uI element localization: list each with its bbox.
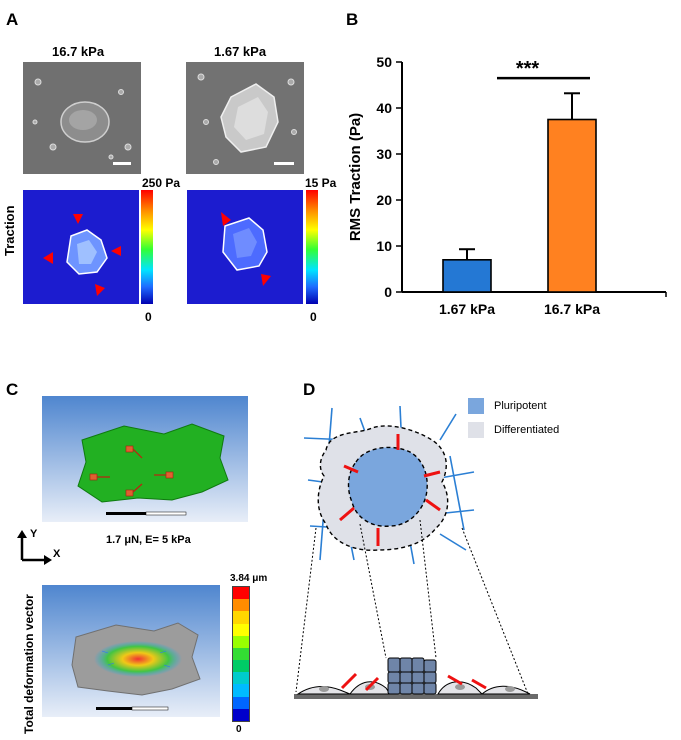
soft-phase-micrograph [186,62,304,174]
panel-d-label: D [303,380,316,399]
bar-stiff [547,118,597,293]
simulation-scale-ruler [106,511,187,516]
legend-label-pluripotent: Pluripotent [494,400,547,412]
arrowhead-marker [261,274,271,286]
arrowhead-marker [221,212,231,226]
arrowhead-marker [95,284,105,296]
y-tick-label: 10 [376,238,392,254]
xy-axis-triad [17,530,52,565]
soft-scale-bar [274,162,294,165]
axis-y-label: Y [30,528,38,540]
substrate-force-arrows [340,672,487,692]
rms-traction-bar-chart: 0 10 20 30 40 50 RMS Traction (Pa) 1.67 kPa 16.7… [347,54,667,317]
colorscale-step [233,611,249,624]
force-arrows [339,434,441,546]
x-category-label: 16.7 kPa [544,301,600,317]
x-category-label: 1.67 kPa [439,301,495,317]
arrowhead-marker [111,246,121,256]
projection-lines [295,519,529,695]
deformation-side-label: Total deformation vector [22,594,36,734]
legend-label-differentiated: Differentiated [494,424,560,436]
traction-row-label: Traction [2,205,17,256]
stiff-traction-map [23,190,139,304]
deformation-scale-ruler [96,706,169,711]
soft-colorbar-min: 0 [310,310,317,324]
colorscale-step [233,599,249,612]
y-axis-label: RMS Traction (Pa) [347,113,364,241]
soft-traction-colorbar [306,190,318,304]
deformation-legend-max: 3.84 μm [230,573,268,584]
stiff-substrate-title: 16.7 kPa [52,44,105,59]
y-tick-label: 0 [384,284,392,300]
y-tick-label: 50 [376,54,392,70]
stiff-scale-bar [113,162,131,165]
colorscale-step [233,623,249,636]
colorscale-step [233,708,249,721]
colorscale-step [233,672,249,685]
deformation-simulation-view [42,585,220,717]
stiff-colorbar-max: 250 Pa [142,176,181,190]
y-tick-label: 20 [376,192,392,208]
panel-b-label: B [346,10,359,29]
stiff-phase-micrograph [23,62,141,174]
arrowhead-marker [73,214,83,224]
force-simulation-view [42,396,248,522]
colorscale-step [233,635,249,648]
colorscale-step [233,660,249,673]
y-tick-label: 30 [376,146,392,162]
soft-substrate-title: 1.67 kPa [214,44,267,59]
panel-a-label: A [6,10,19,29]
soft-colorbar-max: 15 Pa [305,176,337,190]
arrowhead-marker [43,252,53,264]
soft-traction-map [187,190,303,304]
legend-swatch-differentiated [468,422,484,438]
significance-stars: *** [516,58,540,80]
colorscale-step [233,647,249,661]
bar-soft [442,259,492,293]
stiff-colorbar-min: 0 [145,310,152,324]
colorscale-step [233,696,249,709]
colony-schematic [294,405,538,699]
pluripotent-cell-stack [387,657,437,695]
legend-swatch-pluripotent [468,398,484,414]
substrate-base [294,694,538,699]
deformation-colorscale [232,586,250,722]
y-tick-label: 40 [376,100,392,116]
panel-c-label: C [6,380,19,399]
colorscale-step [233,684,249,697]
colorscale-step [233,587,249,600]
simulation-caption: 1.7 μN, E= 5 kPa [106,534,191,546]
deformation-legend-min: 0 [236,724,242,735]
axis-x-label: X [53,548,61,560]
stiff-traction-colorbar [141,190,153,304]
